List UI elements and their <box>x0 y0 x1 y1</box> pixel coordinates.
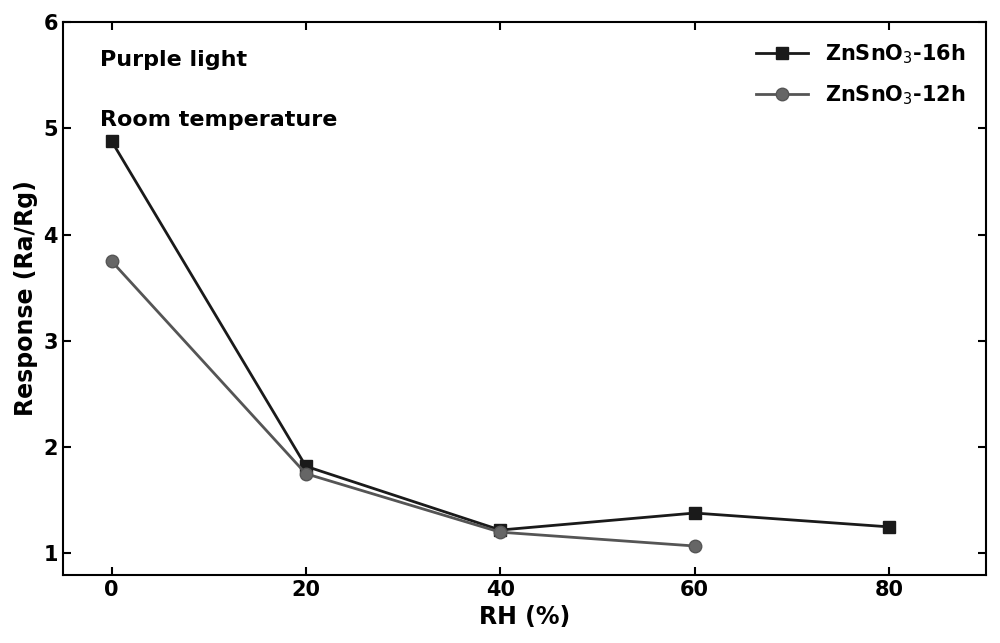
X-axis label: RH (%): RH (%) <box>479 605 570 629</box>
Line: ZnSnO$_3$-16h: ZnSnO$_3$-16h <box>105 134 895 536</box>
ZnSnO$_3$-12h <box>106 257 118 265</box>
Text: Room temperature: Room temperature <box>100 111 337 131</box>
Line: ZnSnO$_3$-12h: ZnSnO$_3$-12h <box>105 255 701 552</box>
ZnSnO$_3$-12h <box>300 470 312 478</box>
ZnSnO$_3$-16h <box>883 523 895 530</box>
Legend: ZnSnO$_3$-16h, ZnSnO$_3$-12h: ZnSnO$_3$-16h, ZnSnO$_3$-12h <box>745 32 976 117</box>
ZnSnO$_3$-16h <box>300 462 312 470</box>
ZnSnO$_3$-16h <box>106 137 118 145</box>
ZnSnO$_3$-16h <box>689 509 701 517</box>
Y-axis label: Response (Ra/Rg): Response (Ra/Rg) <box>14 180 38 416</box>
Text: Purple light: Purple light <box>100 50 247 69</box>
ZnSnO$_3$-16h <box>494 526 506 534</box>
ZnSnO$_3$-12h <box>494 529 506 536</box>
ZnSnO$_3$-12h <box>689 542 701 550</box>
